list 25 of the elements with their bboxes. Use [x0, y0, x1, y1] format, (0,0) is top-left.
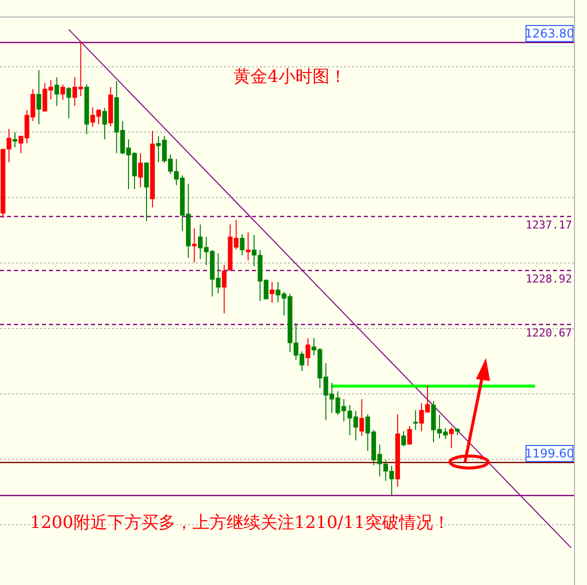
candlestick	[306, 338, 310, 366]
candlestick	[102, 107, 107, 140]
candlestick	[60, 84, 66, 101]
text: 黄金4小时图！	[234, 67, 346, 87]
candlestick	[407, 425, 412, 445]
candlestick	[36, 70, 42, 125]
ref-line-label: 1228.92	[526, 272, 572, 286]
candlestick	[246, 232, 250, 261]
candlestick	[449, 426, 454, 449]
candlestick	[359, 398, 364, 436]
candlestick	[240, 234, 244, 256]
candlestick	[413, 410, 418, 430]
candlestick	[401, 430, 406, 447]
ref-line-label: 1263.80	[524, 26, 574, 40]
annotation: 1200附近下方买多，上方继续关注1210/11突破情况！	[30, 513, 450, 533]
candlestick	[270, 282, 274, 304]
candlestick	[222, 264, 227, 314]
candlestick	[12, 132, 18, 148]
candlestick	[54, 76, 60, 106]
candlestick	[66, 86, 72, 119]
ref-line-label: 1237.17	[526, 218, 572, 232]
candlestick	[138, 152, 143, 188]
ref-line-label: 1199.60	[524, 446, 574, 460]
candlestick	[192, 228, 197, 263]
ref-line-label: 1220.67	[526, 326, 572, 340]
